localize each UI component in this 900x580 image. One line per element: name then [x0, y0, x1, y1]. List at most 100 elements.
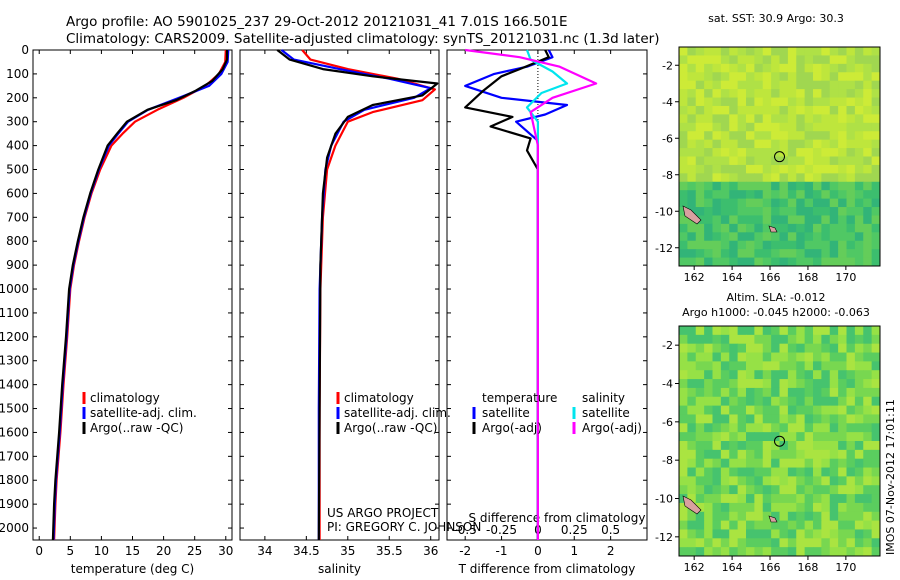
map-cell — [821, 72, 831, 82]
map-cell — [813, 529, 822, 539]
map-cell — [712, 47, 722, 56]
map-cell — [796, 441, 806, 451]
map-cell — [771, 529, 781, 539]
map-cell — [854, 361, 864, 371]
map-cell — [838, 55, 848, 65]
map-cell — [796, 352, 806, 362]
map-cell — [846, 97, 856, 107]
map-cell — [704, 257, 714, 267]
map-cell — [704, 148, 714, 157]
map-cell — [821, 97, 831, 107]
map-cell — [679, 538, 688, 548]
map-cell — [871, 343, 881, 354]
map-cell — [821, 511, 831, 522]
map-cell — [704, 240, 714, 250]
map-cell — [796, 173, 806, 183]
map-cell — [871, 215, 881, 225]
map-cell — [754, 547, 764, 557]
map-cell — [687, 520, 697, 530]
map-cell — [804, 538, 814, 548]
map-cell — [854, 511, 864, 522]
map-cell — [679, 47, 688, 56]
map-cell — [712, 207, 722, 216]
map-cell — [737, 494, 747, 504]
map-cell — [779, 343, 789, 354]
map-cell — [695, 343, 705, 354]
map-cell — [821, 326, 831, 336]
map-cell — [746, 379, 755, 389]
map-cell — [737, 97, 747, 107]
map-cell — [737, 352, 747, 362]
map-cell — [829, 223, 839, 233]
map-cell — [737, 370, 747, 380]
map-cell — [729, 370, 739, 380]
map-cell — [746, 114, 755, 124]
map-cell — [854, 164, 864, 174]
legend-s-argo: Argo(-adj) — [582, 421, 642, 435]
map-cell — [779, 511, 789, 522]
map-cell — [762, 223, 772, 233]
map-cell — [846, 105, 856, 115]
map-cell — [746, 529, 755, 539]
map-cell — [779, 423, 789, 433]
map-cell — [720, 361, 730, 371]
map-cell — [779, 215, 789, 225]
map-cell — [754, 414, 764, 424]
map-cell — [804, 352, 814, 362]
map-cell — [712, 249, 722, 259]
map-cell — [771, 181, 781, 191]
map-cell — [813, 396, 822, 407]
map-cell — [746, 55, 755, 65]
map-cell — [804, 334, 814, 345]
map-cell — [821, 89, 831, 99]
map-cell — [746, 148, 755, 157]
map-cell — [729, 547, 739, 557]
map-cell — [821, 114, 831, 124]
map-cell — [679, 379, 688, 389]
map-cell — [787, 476, 797, 486]
map-cell — [813, 215, 822, 225]
map-cell — [854, 89, 864, 99]
map-cell — [787, 502, 797, 513]
map-cell — [821, 198, 831, 208]
map-cell — [754, 405, 764, 415]
map-cell — [737, 414, 747, 424]
map-cell — [804, 494, 814, 504]
map-cell — [679, 207, 688, 216]
map-cell — [854, 114, 864, 124]
map-cell — [804, 249, 814, 259]
map-cell — [720, 240, 730, 250]
map-cell — [771, 139, 781, 149]
map-cell — [846, 223, 856, 233]
map-cell — [712, 432, 722, 442]
map-cell — [813, 441, 822, 451]
map-cell — [829, 249, 839, 259]
map-cell — [796, 63, 806, 73]
map-cell — [854, 63, 864, 73]
map-cell — [737, 343, 747, 354]
x-tick-label: 2 — [607, 544, 615, 558]
map-cell — [737, 538, 747, 548]
map-cell — [829, 122, 839, 132]
map-cell — [720, 441, 730, 451]
map-cell — [871, 181, 881, 191]
header-line-1: Argo profile: AO 5901025_237 29-Oct-2012… — [66, 14, 568, 30]
map-cell — [762, 432, 772, 442]
map-cell — [871, 352, 881, 362]
map-cell — [854, 387, 864, 398]
map-cell — [737, 361, 747, 371]
map-cell — [871, 467, 881, 477]
map-cell — [771, 131, 781, 141]
map-cell — [737, 72, 747, 82]
map-cell — [871, 370, 881, 380]
map-cell — [695, 529, 705, 539]
map-cell — [729, 156, 739, 166]
map-cell — [821, 352, 831, 362]
map-cell — [712, 131, 722, 141]
map-cell — [779, 529, 789, 539]
map-cell — [796, 207, 806, 216]
map-cell — [720, 494, 730, 504]
map-cell — [679, 190, 688, 200]
map-cell — [846, 343, 856, 354]
x-tick-label: -1 — [496, 544, 508, 558]
